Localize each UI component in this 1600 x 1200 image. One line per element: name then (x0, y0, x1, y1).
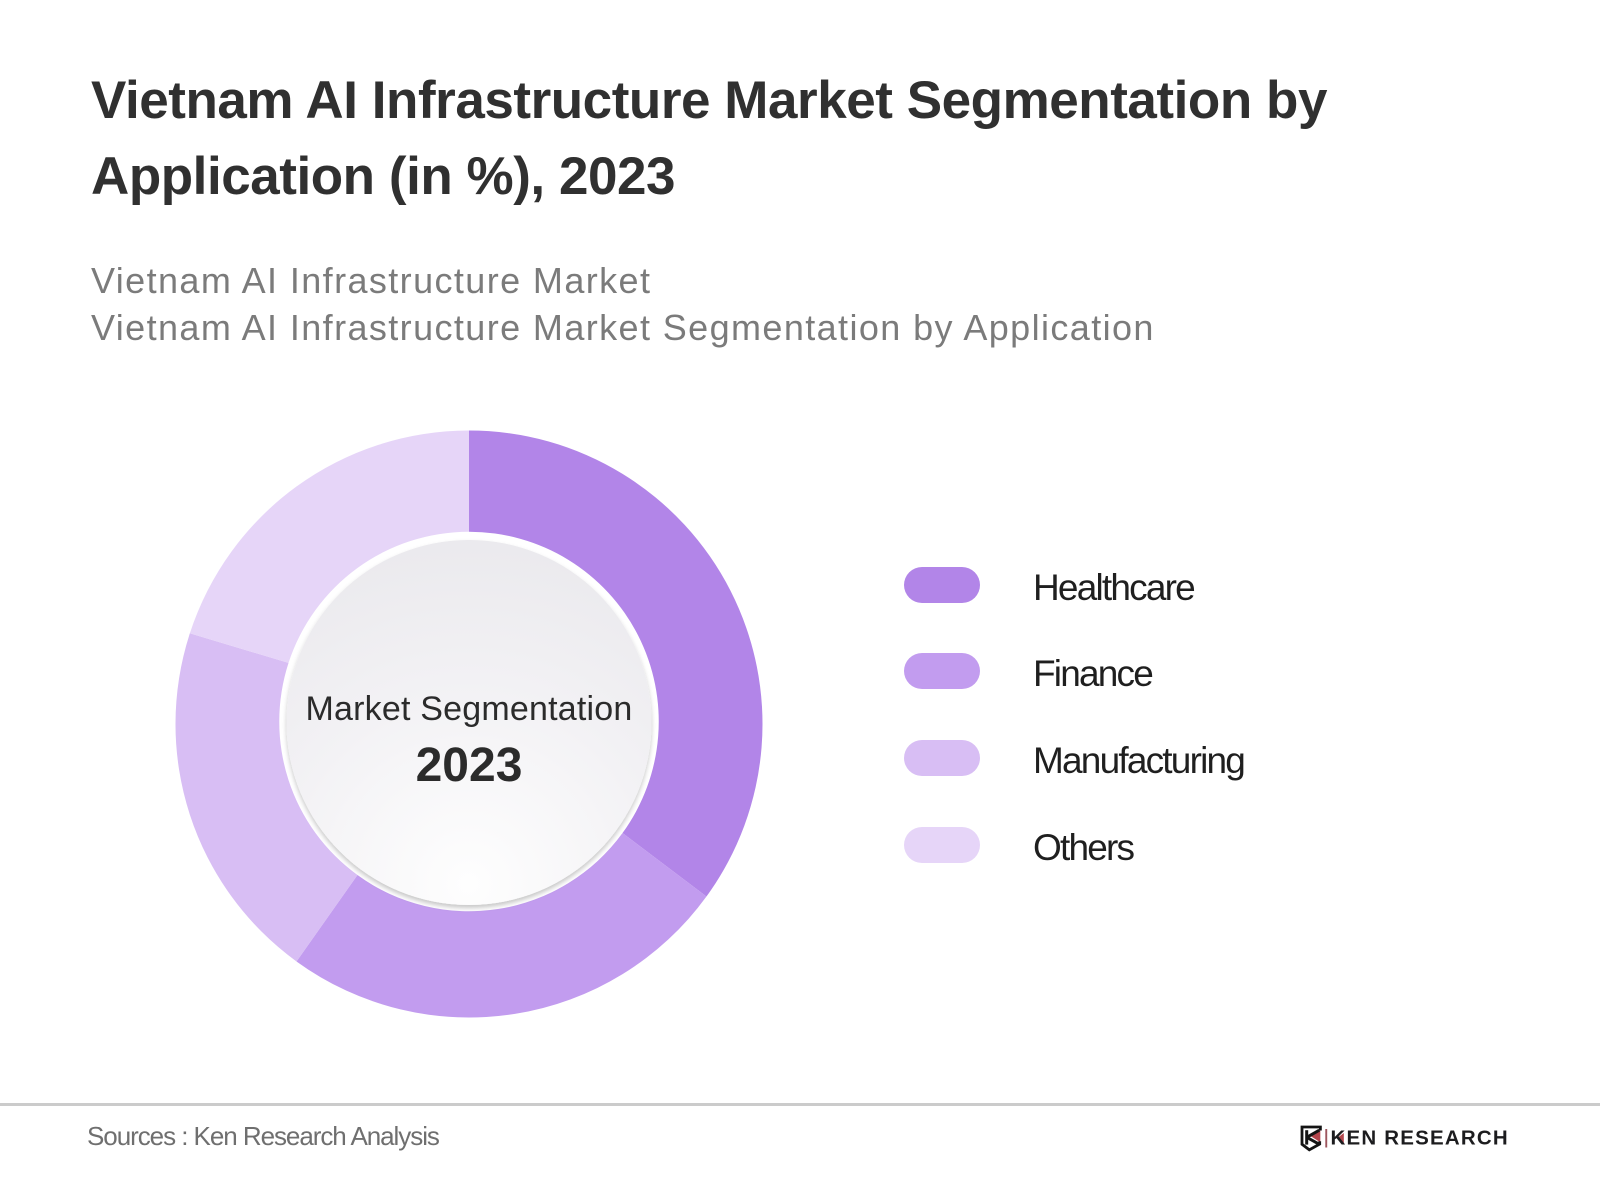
svg-text:KEN RESEARCH: KEN RESEARCH (1331, 1127, 1509, 1150)
